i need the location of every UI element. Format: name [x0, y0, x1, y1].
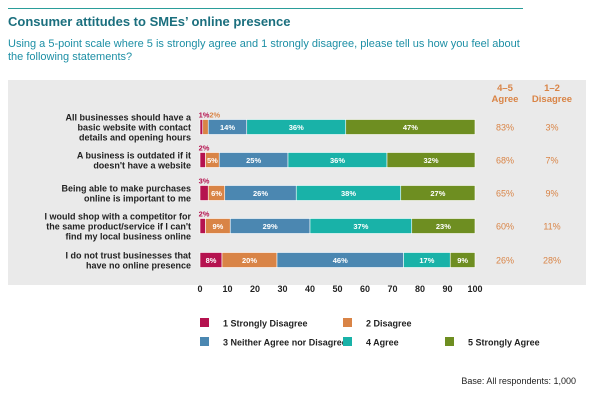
legend-swatch: [445, 337, 454, 346]
summary-value: 3%: [545, 123, 558, 133]
data-label: 3%: [199, 177, 210, 186]
summary-header: 4–5: [497, 83, 514, 94]
title-rule: [8, 8, 523, 9]
bar-segment: [386, 152, 476, 168]
data-label: 9%: [457, 256, 468, 265]
summary-value: 83%: [496, 123, 514, 133]
bar-segment: [199, 218, 206, 234]
data-label: 1%: [199, 111, 210, 120]
x-tick-label: 60: [360, 284, 370, 294]
category-label: I do not trust businesses that: [65, 251, 191, 261]
category-label: online is important to me: [84, 194, 191, 204]
data-label: 25%: [246, 156, 261, 165]
x-tick-label: 80: [415, 284, 425, 294]
x-tick-label: 10: [222, 284, 232, 294]
category-label: I would shop with a competitor for: [45, 212, 192, 222]
data-label: 2%: [209, 111, 220, 120]
legend-label: 4 Agree: [366, 338, 399, 348]
data-label: 29%: [263, 222, 278, 231]
data-label: 6%: [211, 189, 222, 198]
data-label: 32%: [423, 156, 438, 165]
legend-swatch: [343, 337, 352, 346]
data-label: 46%: [333, 256, 348, 265]
summary-value: 68%: [496, 156, 514, 166]
plot-panel: [8, 80, 586, 285]
data-label: 2%: [199, 210, 210, 219]
x-tick-label: 0: [197, 284, 202, 294]
summary-value: 28%: [543, 256, 561, 266]
data-label: 2%: [199, 144, 210, 153]
data-label: 37%: [353, 222, 368, 231]
summary-value: 9%: [545, 189, 558, 199]
chart-title: Consumer attitudes to SMEs’ online prese…: [8, 14, 291, 29]
legend-label: 2 Disagree: [366, 319, 412, 329]
category-label: doesn't have a website: [93, 161, 191, 171]
legend-label: 3 Neither Agree nor Disagree: [223, 338, 347, 348]
x-tick-label: 40: [305, 284, 315, 294]
bar-segment: [411, 218, 476, 234]
category-label: the same product/service if I can't: [46, 222, 191, 232]
legend-label: 1 Strongly Disagree: [223, 319, 308, 329]
bar-segment: [202, 119, 209, 135]
legend-swatch: [200, 318, 209, 327]
legend-swatch: [343, 318, 352, 327]
data-label: 17%: [419, 256, 434, 265]
data-label: 36%: [330, 156, 345, 165]
summary-header: Agree: [492, 94, 519, 105]
summary-value: 65%: [496, 189, 514, 199]
summary-header: 1–2: [544, 83, 560, 94]
category-label: have no online presence: [86, 261, 191, 271]
x-tick-label: 70: [387, 284, 397, 294]
data-label: 20%: [242, 256, 257, 265]
data-label: 47%: [403, 123, 418, 132]
summary-header: Disagree: [532, 94, 572, 105]
legend-label: 5 Strongly Agree: [468, 338, 540, 348]
bar-segment: [199, 119, 204, 135]
summary-value: 11%: [543, 222, 560, 232]
x-tick-label: 30: [277, 284, 287, 294]
summary-value: 26%: [496, 256, 514, 266]
bar-segment: [199, 152, 206, 168]
bar-segment: [400, 185, 476, 201]
data-label: 27%: [430, 189, 445, 198]
category-label: All businesses should have a: [65, 113, 192, 123]
x-tick-label: 90: [442, 284, 452, 294]
x-tick-label: 50: [332, 284, 342, 294]
x-tick-label: 20: [250, 284, 260, 294]
chart-subtitle: Using a 5-point scale where 5 is strongl…: [8, 38, 520, 63]
category-label: basic website with contact: [77, 123, 191, 133]
data-label: 36%: [289, 123, 304, 132]
base-note: Base: All respondents: 1,000: [461, 376, 576, 386]
category-label: find my local business online: [65, 232, 191, 242]
data-label: 14%: [220, 123, 235, 132]
bar-segment: [199, 185, 209, 201]
category-label: Being able to make purchases: [61, 184, 191, 194]
data-label: 23%: [436, 222, 451, 231]
data-label: 8%: [206, 256, 217, 265]
category-label: A business is outdated if it: [77, 151, 191, 161]
data-label: 38%: [341, 189, 356, 198]
data-label: 5%: [207, 156, 218, 165]
bar-segment: [449, 252, 476, 268]
summary-value: 60%: [496, 222, 514, 232]
category-label: details and opening hours: [79, 133, 191, 143]
summary-value: 7%: [545, 156, 558, 166]
legend-swatch: [200, 337, 209, 346]
data-label: 26%: [253, 189, 268, 198]
data-label: 9%: [212, 222, 223, 231]
bar-segment: [345, 119, 476, 135]
x-tick-label: 100: [467, 284, 482, 294]
